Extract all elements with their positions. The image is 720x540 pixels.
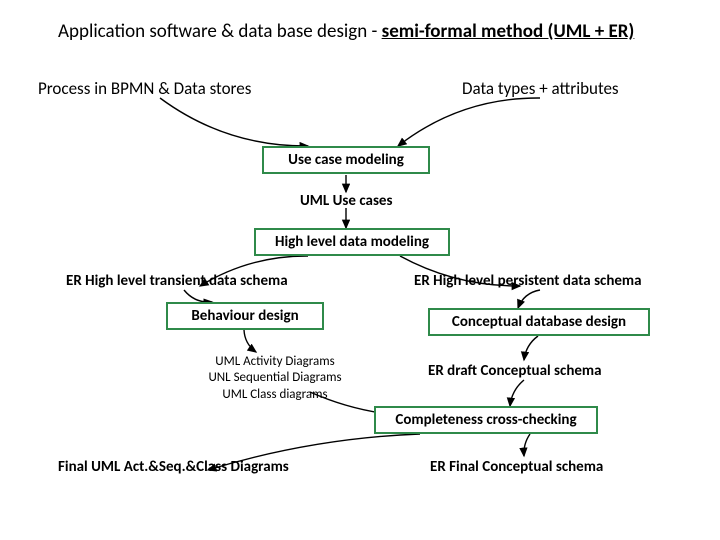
- uml-use-cases-label: UML Use cases: [300, 192, 392, 210]
- page-title: Application software & data base design …: [58, 20, 634, 43]
- uml-diagrams-stack: UML Activity Diagrams UNL Sequential Dia…: [190, 354, 360, 403]
- er-draft-label: ER draft Conceptual schema: [428, 362, 602, 380]
- title-prefix: Application software & data base design …: [58, 20, 382, 43]
- er-final-label: ER Final Conceptual schema: [430, 458, 603, 476]
- box-conceptual-db: Conceptual database design: [428, 308, 650, 336]
- uml-diag-2: UNL Sequential Diagrams: [190, 370, 360, 386]
- box-high-level: High level data modeling: [254, 228, 450, 256]
- er-persistent-label: ER High level persistent data schema: [414, 272, 642, 290]
- er-transient-label: ER High level transient data schema: [66, 272, 288, 290]
- input-left: Process in BPMN & Data stores: [38, 78, 251, 99]
- box-completeness-label: Completeness cross-checking: [395, 411, 576, 429]
- box-use-case: Use case modeling: [262, 146, 430, 174]
- uml-diag-1: UML Activity Diagrams: [190, 354, 360, 370]
- uml-diag-3: UML Class diagrams: [190, 387, 360, 403]
- flowchart-canvas: Application software & data base design …: [0, 0, 720, 540]
- box-behaviour: Behaviour design: [166, 302, 324, 330]
- box-completeness: Completeness cross-checking: [374, 406, 598, 434]
- input-right: Data types + attributes: [462, 78, 619, 99]
- box-conceptual-db-label: Conceptual database design: [452, 313, 626, 331]
- final-uml-label: Final UML Act.&Seq.&Class Diagrams: [58, 458, 289, 476]
- title-emph: semi-formal method (UML + ER): [382, 20, 635, 43]
- box-behaviour-label: Behaviour design: [191, 307, 298, 325]
- box-high-level-label: High level data modeling: [275, 233, 429, 251]
- box-use-case-label: Use case modeling: [288, 151, 404, 169]
